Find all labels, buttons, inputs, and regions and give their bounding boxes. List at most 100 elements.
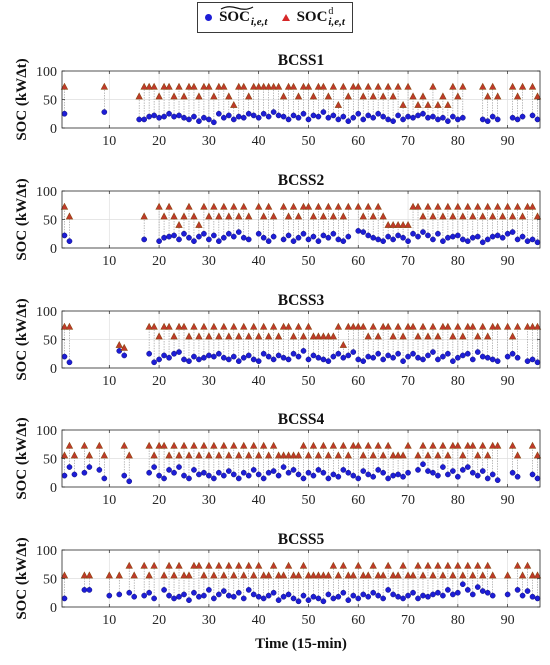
- soc-tilde-point: [355, 595, 362, 602]
- soc-d-point: [160, 571, 168, 579]
- soc-d-point: [523, 202, 532, 210]
- soc-d-point: [349, 82, 357, 90]
- soc-tilde-point: [86, 464, 93, 470]
- soc-tilde-point: [166, 592, 172, 599]
- soc-d-point: [354, 82, 362, 90]
- soc-tilde-point: [196, 356, 202, 363]
- soc-d-point: [264, 332, 273, 340]
- soc-tilde-point: [450, 591, 456, 598]
- soc-d-point: [523, 561, 532, 569]
- soc-d-point: [404, 322, 412, 330]
- soc-d-point: [279, 322, 288, 330]
- legend-base-text: SOC: [296, 9, 328, 25]
- soc-d-point: [493, 441, 502, 449]
- soc-tilde-point: [295, 353, 302, 360]
- soc-d-point: [454, 441, 462, 449]
- soc-d-point: [414, 202, 422, 210]
- soc-tilde-point: [270, 589, 277, 596]
- soc-d-point: [284, 82, 293, 90]
- soc-tilde-point: [280, 236, 287, 243]
- soc-d-point: [170, 332, 178, 340]
- soc-tilde-point: [211, 475, 217, 482]
- legend-item-soc-d: SOC d i,e,t: [281, 7, 345, 28]
- soc-d-point: [389, 220, 397, 228]
- soc-d-point: [259, 82, 268, 90]
- soc-d-point: [359, 322, 367, 330]
- soc-d-point: [399, 332, 407, 340]
- soc-d-point: [334, 202, 343, 210]
- soc-tilde-point: [305, 597, 312, 604]
- soc-d-point: [414, 332, 422, 340]
- soc-tilde-point: [504, 591, 511, 598]
- soc-tilde-point: [136, 116, 143, 123]
- soc-d-point: [245, 212, 253, 220]
- soc-d-point: [439, 571, 447, 579]
- soc-d-point: [155, 92, 163, 100]
- soc-d-point: [200, 82, 208, 90]
- soc-tilde-point: [176, 236, 182, 243]
- soc-tilde-point: [305, 356, 312, 363]
- soc-d-point: [503, 322, 512, 330]
- y-tick-label: 50: [43, 334, 57, 349]
- x-tick-label: 40: [252, 613, 266, 628]
- soc-tilde-point: [345, 233, 352, 240]
- soc-tilde-point: [166, 233, 172, 240]
- soc-d-point: [459, 571, 467, 579]
- soc-tilde-point: [410, 114, 416, 121]
- x-tick-label: 80: [451, 493, 465, 508]
- legend-item-soc-tilde: SOC i,e,t: [205, 6, 267, 28]
- soc-tilde-point: [474, 349, 481, 355]
- soc-d-point: [469, 322, 477, 330]
- soc-tilde-point: [280, 113, 287, 120]
- soc-d-point: [364, 571, 372, 579]
- soc-d-point: [324, 571, 333, 579]
- soc-tilde-point: [380, 238, 387, 245]
- soc-d-point: [354, 441, 362, 449]
- soc-tilde-point: [474, 472, 481, 479]
- soc-tilde-point: [405, 238, 411, 245]
- soc-d-point: [439, 441, 447, 449]
- soc-d-point: [419, 571, 427, 579]
- soc-tilde-point: [450, 233, 456, 240]
- soc-tilde-point: [156, 114, 162, 121]
- soc-d-point: [384, 322, 392, 330]
- soc-d-point: [190, 212, 198, 220]
- soc-d-point: [269, 441, 278, 449]
- soc-d-point: [225, 92, 233, 100]
- soc-d-point: [389, 332, 397, 340]
- soc-d-point: [235, 212, 243, 220]
- soc-tilde-point: [81, 469, 88, 476]
- soc-tilde-point: [420, 356, 426, 363]
- soc-d-point: [259, 571, 268, 579]
- soc-tilde-point: [489, 356, 496, 363]
- soc-d-point: [454, 92, 462, 100]
- soc-tilde-point: [504, 230, 511, 237]
- soc-d-point: [329, 561, 338, 569]
- x-tick-label: 40: [252, 254, 266, 269]
- legend: SOC i,e,t SOC d i,e,t: [197, 2, 353, 33]
- soc-tilde-point: [484, 236, 491, 243]
- soc-d-point: [245, 332, 253, 340]
- soc-tilde-point: [420, 461, 426, 468]
- soc-tilde-point: [340, 238, 347, 245]
- soc-d-point: [469, 571, 477, 579]
- soc-d-point: [299, 202, 308, 210]
- soc-d-point: [384, 220, 392, 228]
- soc-tilde-point: [509, 114, 516, 121]
- soc-tilde-point: [440, 592, 446, 599]
- soc-d-point: [349, 571, 357, 579]
- soc-d-point: [279, 202, 288, 210]
- soc-tilde-point: [390, 236, 396, 243]
- soc-tilde-point: [141, 116, 148, 123]
- soc-tilde-point: [514, 473, 521, 480]
- soc-tilde-point: [211, 595, 217, 602]
- x-tick-label: 20: [152, 134, 166, 149]
- soc-tilde-point: [469, 469, 476, 476]
- soc-tilde-point: [415, 233, 421, 240]
- soc-tilde-point: [235, 229, 242, 235]
- soc-d-point: [314, 571, 323, 579]
- soc-d-point: [399, 220, 407, 228]
- soc-tilde-point: [171, 113, 177, 120]
- soc-tilde-point: [141, 236, 148, 243]
- soc-tilde-point: [101, 475, 108, 482]
